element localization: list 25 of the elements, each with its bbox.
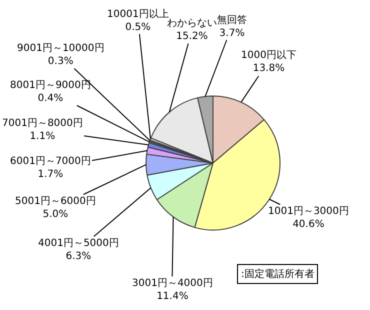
slice-label: 3001円～4000円 bbox=[132, 278, 213, 289]
data-label: 15.2% bbox=[176, 31, 208, 42]
data-label: 0.4% bbox=[38, 93, 64, 104]
slice-label: 6001円～7000円 bbox=[10, 156, 91, 167]
data-label: 11.4% bbox=[156, 291, 188, 302]
data-label: 0.5% bbox=[125, 22, 151, 33]
data-label: 40.6% bbox=[292, 219, 324, 230]
slice-label: 無回答 bbox=[217, 14, 247, 26]
data-label: 6.3% bbox=[66, 251, 92, 262]
slice-label: 5001円～6000円 bbox=[15, 196, 96, 207]
slice-label: 1001円～3000円 bbox=[268, 206, 349, 217]
data-label: 5.0% bbox=[42, 209, 68, 220]
slice-label: 7001円～8000円 bbox=[2, 118, 83, 129]
data-label: 1.1% bbox=[30, 131, 56, 142]
slice-label: 10001円以上 bbox=[107, 8, 169, 20]
data-label: 13.8% bbox=[252, 63, 285, 74]
slice-label: 9001円～10000円 bbox=[17, 43, 104, 54]
slice-label: 4001円～5000円 bbox=[38, 238, 119, 249]
text: :固定電話所有者 bbox=[241, 268, 314, 280]
slice-label: わからない bbox=[167, 18, 217, 29]
data-label: 0.3% bbox=[48, 56, 74, 67]
slice-label: 8001円～9000円 bbox=[10, 80, 91, 91]
slice-label: 1000円以下 bbox=[241, 49, 296, 61]
data-label: 3.7% bbox=[219, 28, 245, 39]
data-label: 1.7% bbox=[38, 169, 64, 180]
